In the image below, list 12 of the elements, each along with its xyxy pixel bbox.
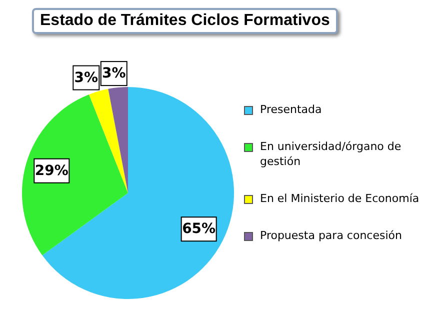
legend-label: Presentada bbox=[260, 102, 323, 116]
chart-title: Estado de Trámites Ciclos Formativos bbox=[32, 8, 338, 34]
legend-label: En el Ministerio de Economía bbox=[260, 190, 420, 206]
data-label: 3% bbox=[102, 66, 126, 82]
pie-slice bbox=[108, 87, 128, 193]
legend-label: En universidad/órgano de gestión bbox=[260, 138, 402, 168]
legend-label: Propuesta para concesión bbox=[260, 228, 403, 242]
data-label: 65% bbox=[182, 221, 216, 238]
pie-slice bbox=[88, 88, 128, 193]
data-label: 29% bbox=[34, 162, 68, 179]
pie-slice bbox=[22, 94, 128, 256]
data-label: 3% bbox=[74, 70, 98, 86]
